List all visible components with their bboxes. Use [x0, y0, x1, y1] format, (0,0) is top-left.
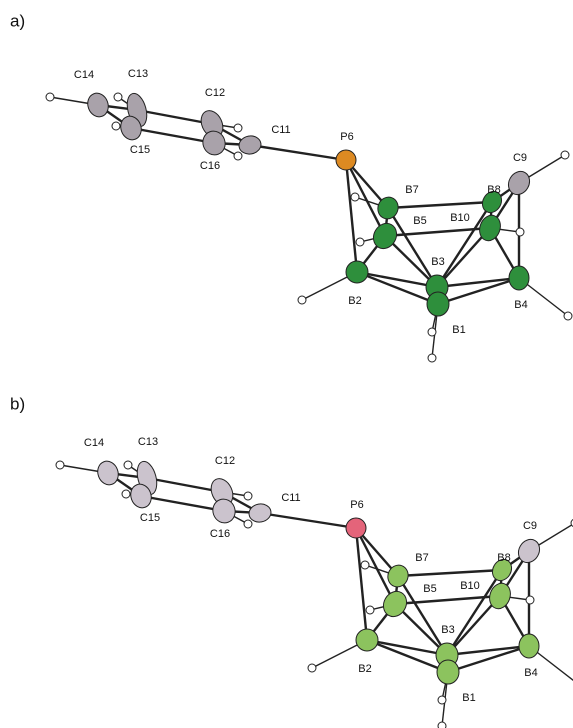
atom [84, 90, 111, 119]
panel-a: a) C14 C13 C15 C12 C16 C11 P6 C9 B7 B8 B5 B10 B3 B2 B4 B… [10, 11, 572, 362]
atom-label: B2 [348, 295, 361, 307]
atom-label: B7 [405, 184, 418, 196]
atom-label: B10 [460, 580, 480, 592]
hydrogen [244, 492, 252, 500]
atom [200, 128, 229, 158]
atom-label: B10 [450, 212, 470, 224]
panel-label: b) [10, 394, 25, 413]
atom [437, 660, 459, 684]
atom [346, 261, 368, 283]
atom-label: B5 [413, 215, 426, 227]
atom [504, 168, 533, 199]
bond [388, 202, 492, 208]
atom [514, 536, 543, 567]
atom-label: B3 [431, 256, 444, 268]
hydrogen [234, 124, 242, 132]
hydrogen [428, 328, 436, 336]
hydrogen [244, 520, 252, 528]
hydrogen [234, 152, 242, 160]
atom [509, 266, 529, 290]
hydrogen [114, 93, 122, 101]
atom-label: B5 [423, 583, 436, 595]
hydrogen [112, 122, 120, 130]
atom-label: B8 [487, 184, 500, 196]
atom [94, 458, 121, 487]
hydrogen [438, 696, 446, 704]
hydrogen [122, 490, 130, 498]
atom-label: C13 [138, 436, 158, 448]
atom [346, 518, 366, 538]
atom-label: C9 [513, 152, 527, 164]
hydrogen [56, 461, 64, 469]
hydrogen [356, 238, 364, 246]
hydrogen [526, 596, 534, 604]
atom-label: B4 [514, 299, 527, 311]
hydrogen [438, 722, 446, 728]
atom-label: B2 [358, 663, 371, 675]
hydrogen [516, 228, 524, 236]
atom-label: P6 [340, 131, 353, 143]
panel-b: b) C14 C13 C15 C12 C16 C11 P6 C9 B7 B8 B5 B10 B3 B2 B4 B… [10, 394, 573, 728]
bond [398, 570, 502, 576]
atom [238, 134, 263, 156]
bond [131, 128, 214, 143]
atom [427, 292, 449, 316]
atom-label: B4 [524, 667, 537, 679]
atom-label: B1 [462, 692, 475, 704]
bond [260, 513, 356, 528]
atom [356, 629, 378, 651]
hydrogen [124, 461, 132, 469]
atom-label: C11 [281, 492, 300, 504]
hydrogen [366, 606, 374, 614]
atom-label: B7 [415, 552, 428, 564]
atom [248, 502, 273, 524]
hydrogen [564, 312, 572, 320]
atom-label: C14 [74, 69, 94, 81]
hydrogen [561, 151, 569, 159]
atom [519, 634, 539, 658]
atom-label: C11 [271, 124, 290, 136]
structure-figure: a) C14 C13 C15 C12 C16 C11 P6 C9 B7 B8 B5 B10 B3 B2 B4 B… [0, 0, 573, 728]
atom-label: C12 [205, 87, 225, 99]
atom-label: C16 [210, 528, 230, 540]
hydrogen [351, 193, 359, 201]
bond [250, 145, 346, 160]
hydrogen [298, 296, 306, 304]
atom-label: C12 [215, 455, 235, 467]
atom [210, 496, 239, 526]
hydrogen [308, 664, 316, 672]
atom-label: C14 [84, 437, 104, 449]
hydrogen [361, 561, 369, 569]
atom-label: B8 [497, 552, 510, 564]
atom-label: P6 [350, 499, 363, 511]
atom-label: C13 [128, 68, 148, 80]
atom-label: C15 [130, 144, 150, 156]
atom-label: C15 [140, 512, 160, 524]
bond [141, 496, 224, 511]
atom-label: B3 [441, 624, 454, 636]
panel-label: a) [10, 11, 25, 30]
atom [336, 150, 356, 170]
atom-label: B1 [452, 324, 465, 336]
hydrogen [46, 93, 54, 101]
atom-label: C16 [200, 160, 220, 172]
hydrogen [428, 354, 436, 362]
atom-label: C9 [523, 520, 537, 532]
